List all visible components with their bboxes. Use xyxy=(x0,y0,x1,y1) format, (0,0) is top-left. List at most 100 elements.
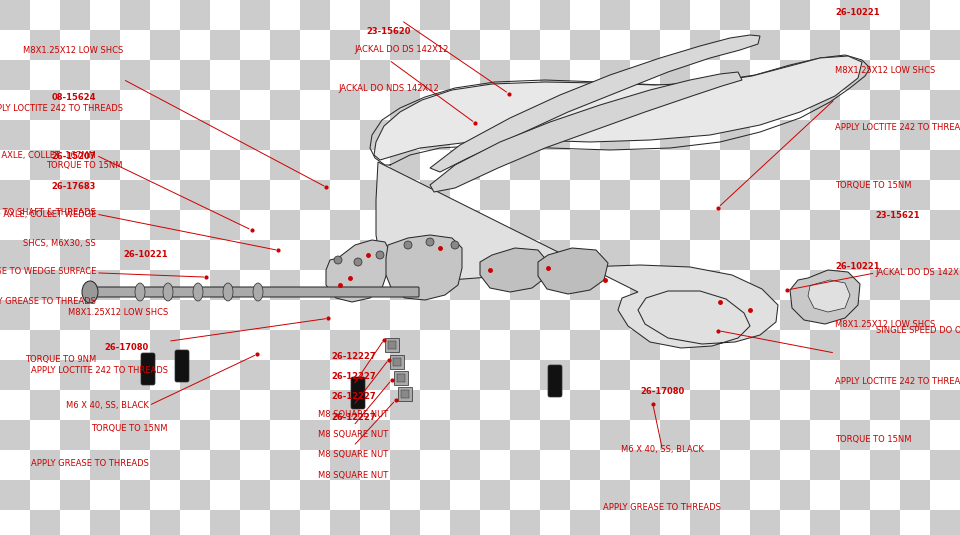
Bar xyxy=(570,480,600,510)
Bar xyxy=(360,180,390,210)
Bar xyxy=(780,270,810,300)
Bar xyxy=(90,390,120,420)
Bar xyxy=(660,450,690,480)
Bar xyxy=(780,480,810,510)
Bar xyxy=(840,150,870,180)
Bar xyxy=(120,300,150,330)
Text: APPLY GREASE TO THREADS: APPLY GREASE TO THREADS xyxy=(0,297,96,306)
Bar xyxy=(150,360,180,390)
Bar xyxy=(150,90,180,120)
Bar xyxy=(600,330,630,360)
Bar xyxy=(480,180,510,210)
Bar xyxy=(720,240,750,270)
Bar xyxy=(30,150,60,180)
Bar xyxy=(480,450,510,480)
Bar xyxy=(450,360,480,390)
Bar xyxy=(660,270,690,300)
Bar xyxy=(120,510,150,535)
Bar xyxy=(630,450,660,480)
Bar xyxy=(90,180,120,210)
Bar xyxy=(660,60,690,90)
Bar xyxy=(330,420,360,450)
Bar xyxy=(870,420,900,450)
Bar xyxy=(750,510,780,535)
Bar xyxy=(780,450,810,480)
Bar xyxy=(750,480,780,510)
Bar xyxy=(930,330,960,360)
Bar xyxy=(270,90,300,120)
Bar xyxy=(150,210,180,240)
Bar xyxy=(750,270,780,300)
Text: APPLY GREASE TO WEDGE SURFACE: APPLY GREASE TO WEDGE SURFACE xyxy=(0,268,96,276)
Bar xyxy=(300,390,330,420)
Bar xyxy=(660,510,690,535)
Bar xyxy=(810,0,840,30)
Bar xyxy=(630,330,660,360)
Bar xyxy=(630,210,660,240)
Bar xyxy=(240,0,270,30)
Bar xyxy=(510,60,540,90)
Bar xyxy=(750,330,780,360)
Bar xyxy=(180,390,210,420)
Bar xyxy=(930,420,960,450)
Bar xyxy=(720,390,750,420)
Bar xyxy=(270,210,300,240)
Bar xyxy=(240,330,270,360)
Bar xyxy=(180,300,210,330)
Text: M8X1.25X12 LOW SHCS: M8X1.25X12 LOW SHCS xyxy=(68,308,168,317)
Bar xyxy=(420,90,450,120)
Bar xyxy=(600,390,630,420)
Bar xyxy=(150,240,180,270)
Bar xyxy=(510,180,540,210)
Bar xyxy=(30,0,60,30)
Bar xyxy=(450,240,480,270)
Text: M8 SQUARE NUT: M8 SQUARE NUT xyxy=(318,410,389,418)
Bar xyxy=(390,90,420,120)
Bar xyxy=(150,480,180,510)
Bar xyxy=(750,450,780,480)
Bar xyxy=(30,300,60,330)
Bar xyxy=(120,180,150,210)
Bar xyxy=(180,90,210,120)
Bar xyxy=(750,300,780,330)
Bar xyxy=(180,180,210,210)
Bar xyxy=(300,150,330,180)
Text: 150 AXLE, COLLET WEDGE: 150 AXLE, COLLET WEDGE xyxy=(0,210,96,218)
Bar xyxy=(540,360,570,390)
Bar xyxy=(330,60,360,90)
Bar xyxy=(330,120,360,150)
Bar xyxy=(930,90,960,120)
Bar xyxy=(420,270,450,300)
Bar xyxy=(780,300,810,330)
Bar xyxy=(900,300,930,330)
Text: TORQUE TO 15NM: TORQUE TO 15NM xyxy=(46,162,123,170)
Bar xyxy=(300,30,330,60)
Text: 26-17683: 26-17683 xyxy=(52,182,96,190)
Bar xyxy=(630,240,660,270)
Text: 23-15620: 23-15620 xyxy=(367,27,411,35)
Bar xyxy=(90,120,120,150)
Bar xyxy=(870,240,900,270)
Bar xyxy=(660,360,690,390)
Bar xyxy=(750,90,780,120)
Bar xyxy=(180,210,210,240)
Text: 26-17080: 26-17080 xyxy=(640,387,684,396)
Bar xyxy=(840,30,870,60)
Bar xyxy=(870,30,900,60)
Text: M6 X 40, SS, BLACK: M6 X 40, SS, BLACK xyxy=(66,401,149,410)
Circle shape xyxy=(354,258,362,266)
Bar xyxy=(270,390,300,420)
Bar xyxy=(270,330,300,360)
Bar xyxy=(270,150,300,180)
Bar xyxy=(540,60,570,90)
Bar xyxy=(690,480,720,510)
Bar xyxy=(420,210,450,240)
Bar xyxy=(90,240,120,270)
Bar xyxy=(390,450,420,480)
Bar xyxy=(480,150,510,180)
Bar xyxy=(120,240,150,270)
Bar xyxy=(660,390,690,420)
Bar xyxy=(0,90,30,120)
Polygon shape xyxy=(386,235,462,300)
Bar xyxy=(450,480,480,510)
